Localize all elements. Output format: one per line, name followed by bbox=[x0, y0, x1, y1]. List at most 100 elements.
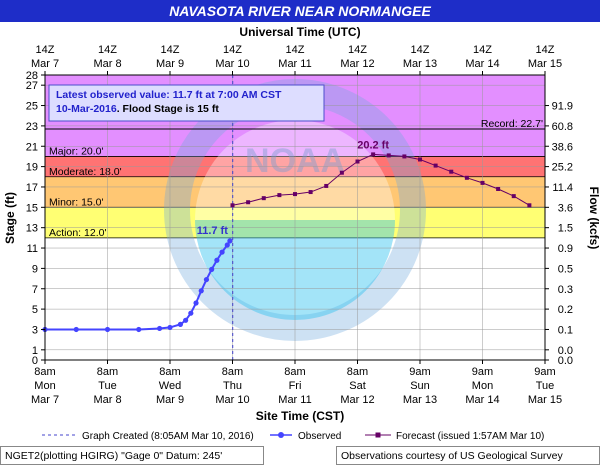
forecast-point bbox=[261, 196, 266, 201]
footer-credit-text: Observations courtesy of US Geological S… bbox=[341, 450, 564, 462]
major-stage-label: Major: 20.0' bbox=[49, 145, 104, 157]
y-tick-label: 17 bbox=[26, 182, 38, 194]
flow-tick-label: 25.2 bbox=[552, 162, 573, 174]
top-x-tick-label: 14Z bbox=[411, 44, 430, 56]
y-tick-label: 3 bbox=[32, 324, 38, 336]
y-tick-label: 19 bbox=[26, 162, 38, 174]
top-x-tick-label: Mar 8 bbox=[93, 58, 121, 70]
x-tick-label: Tue bbox=[98, 380, 117, 392]
top-x-tick-label: Mar 12 bbox=[340, 58, 374, 70]
x-tick-label: 9am bbox=[534, 366, 555, 378]
observed-point bbox=[224, 242, 230, 248]
info-box: Latest observed value: 11.7 ft at 7:00 A… bbox=[48, 84, 325, 122]
top-x-tick-label: 14Z bbox=[98, 44, 117, 56]
x-tick-label: Mar 11 bbox=[278, 394, 311, 406]
forecast-point bbox=[230, 203, 235, 208]
flow-tick-label: 0.9 bbox=[558, 243, 573, 255]
forecast-crest-label: 20.2 ft bbox=[357, 139, 389, 151]
legend-observed-label: Observed bbox=[298, 431, 341, 442]
flow-tick-label: 11.4 bbox=[552, 182, 573, 194]
forecast-point bbox=[496, 187, 501, 191]
forecast-line bbox=[232, 153, 530, 206]
flow-axis-title: Flow (kcfs) bbox=[587, 187, 600, 250]
flow-tick-label: 0.2 bbox=[558, 304, 573, 316]
forecast-point bbox=[293, 192, 297, 197]
x-tick-label: Mar 8 bbox=[93, 394, 121, 406]
forecast-point bbox=[464, 175, 469, 180]
y-tick-label: 21 bbox=[26, 141, 38, 153]
observed-point bbox=[177, 321, 184, 327]
top-x-tick-label: 14Z bbox=[161, 44, 180, 56]
flow-tick-label: 0.1 bbox=[558, 324, 573, 336]
observed-point bbox=[167, 324, 173, 331]
top-x-tick-label: 14Z bbox=[286, 44, 305, 56]
flow-tick-label: 0.5 bbox=[558, 263, 573, 275]
x-axis-title: Site Time (CST) bbox=[256, 409, 344, 423]
forecast-point bbox=[480, 180, 485, 185]
latest-observed-text: Latest observed value: 11.7 ft at 7:00 A… bbox=[56, 89, 282, 101]
top-x-tick-label: 14Z bbox=[536, 44, 555, 56]
x-tick-label: 8am bbox=[159, 366, 180, 378]
observed-point bbox=[219, 249, 225, 255]
top-x-tick-label: 14Z bbox=[223, 44, 242, 56]
y-tick-label: 1 bbox=[32, 345, 38, 357]
action-stage-label: Action: 12.0' bbox=[49, 227, 106, 239]
y-tick-label: 25 bbox=[26, 101, 38, 113]
y-tick-label: 11 bbox=[27, 243, 38, 255]
flow-tick-label: 0.0 bbox=[558, 345, 573, 357]
y-tick-label: 7 bbox=[32, 284, 38, 296]
flow-tick-label: 3.6 bbox=[558, 202, 573, 214]
flood-stage-text: 10-Mar-2016. Flood Stage is 15 ft bbox=[56, 103, 219, 115]
y-tick-label: 27 bbox=[26, 80, 38, 92]
x-tick-label: 8am bbox=[34, 366, 55, 378]
forecast-point bbox=[277, 193, 282, 198]
observed-point bbox=[203, 276, 210, 283]
legend-observed-marker bbox=[278, 432, 284, 438]
legend: Graph Created (8:05AM Mar 10, 2016) Obse… bbox=[42, 431, 544, 442]
y-tick-label: 13 bbox=[26, 223, 38, 235]
y-tick-label: 9 bbox=[32, 263, 38, 275]
top-x-tick-label: 14Z bbox=[348, 44, 367, 56]
top-x-tick-label: Mar 7 bbox=[31, 58, 59, 70]
y-tick-label: 5 bbox=[32, 304, 38, 316]
info-box-frame bbox=[48, 84, 325, 122]
top-x-tick-label: Mar 11 bbox=[278, 58, 311, 70]
flow-tick-label: 91.9 bbox=[552, 101, 573, 113]
x-tick-label: Fri bbox=[289, 380, 302, 392]
forecast-point bbox=[418, 157, 422, 162]
forecast-point bbox=[308, 190, 313, 195]
top-x-tick-label: 14Z bbox=[36, 44, 55, 56]
flow-tick-label: 0.3 bbox=[558, 284, 573, 296]
legend-graph-created-label: Graph Created (8:05AM Mar 10, 2016) bbox=[82, 431, 254, 442]
x-tick-label: Mon bbox=[472, 380, 493, 392]
x-tick-label: 8am bbox=[284, 366, 305, 378]
forecast-point bbox=[339, 170, 344, 175]
y-tick-label: 28 bbox=[26, 70, 38, 82]
x-tick-label: Sun bbox=[410, 380, 430, 392]
forecast-point bbox=[355, 159, 360, 164]
observed-value-label: 11.7 ft bbox=[197, 225, 229, 237]
flow-tick-label: 38.6 bbox=[552, 141, 573, 153]
forecast-point bbox=[402, 154, 407, 159]
x-tick-label: Mar 13 bbox=[403, 394, 437, 406]
observed-point bbox=[209, 266, 215, 273]
chart-title: NAVASOTA RIVER NEAR NORMANGEE bbox=[169, 3, 431, 19]
flow-tick-label: 0.0 bbox=[558, 355, 573, 367]
x-tick-label: Mar 14 bbox=[465, 394, 499, 406]
forecast-point bbox=[386, 153, 391, 158]
x-tick-label: 9am bbox=[409, 366, 430, 378]
flow-tick-label: 60.8 bbox=[552, 121, 573, 133]
x-tick-label: 8am bbox=[347, 366, 368, 378]
top-axis-title: Universal Time (UTC) bbox=[239, 25, 360, 39]
y-tick-label: 23 bbox=[26, 121, 38, 133]
x-tick-label: Sat bbox=[349, 380, 366, 392]
x-tick-label: Mar 12 bbox=[340, 394, 374, 406]
minor-stage-label: Minor: 15.0' bbox=[49, 196, 104, 208]
forecast-point bbox=[449, 169, 454, 174]
x-tick-label: Mar 7 bbox=[31, 394, 59, 406]
y-axis-title: Stage (ft) bbox=[3, 192, 17, 244]
forecast-point bbox=[511, 194, 516, 199]
moderate-stage-label: Moderate: 18.0' bbox=[49, 166, 122, 178]
top-x-tick-label: Mar 10 bbox=[215, 58, 249, 70]
